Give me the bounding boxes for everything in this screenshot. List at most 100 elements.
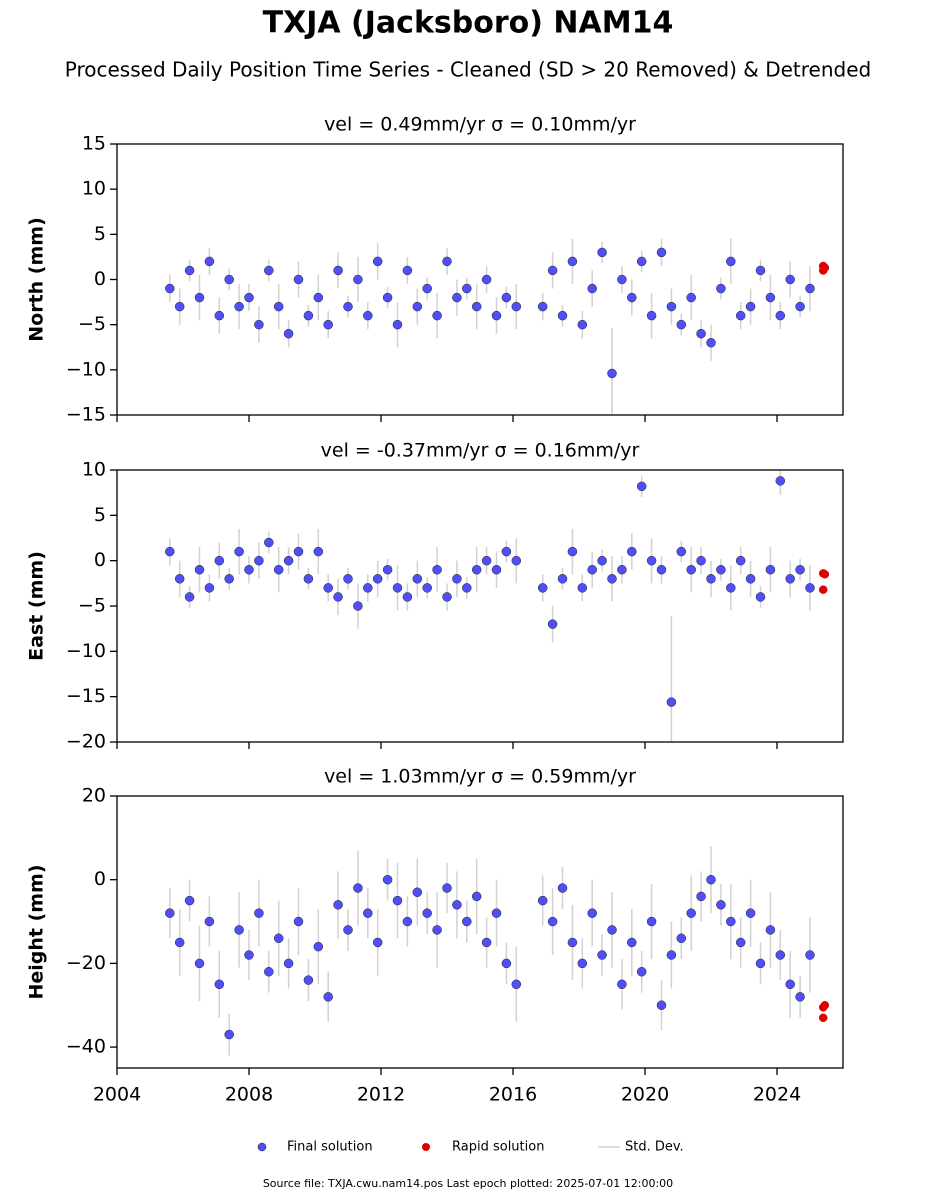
legend-label: Std. Dev. bbox=[625, 1140, 684, 1155]
final-point bbox=[273, 301, 284, 312]
final-point bbox=[557, 883, 568, 893]
final-point bbox=[363, 583, 373, 593]
final-point bbox=[726, 256, 736, 267]
y-tick-label: 10 bbox=[82, 459, 106, 481]
final-point bbox=[636, 256, 647, 267]
final-point bbox=[462, 583, 472, 593]
y-tick-label: 5 bbox=[94, 223, 106, 245]
final-point bbox=[244, 950, 254, 960]
final-point bbox=[283, 555, 294, 566]
source-note: Source file: TXJA.cwu.nam14.pos Last epo… bbox=[263, 1177, 673, 1190]
final-point bbox=[706, 337, 716, 348]
final-point bbox=[204, 583, 215, 593]
final-point bbox=[224, 574, 234, 584]
panel-title: vel = 1.03mm/yr σ = 0.59mm/yr bbox=[324, 766, 636, 788]
final-point bbox=[184, 265, 195, 276]
final-point bbox=[442, 256, 452, 267]
final-point bbox=[174, 574, 185, 584]
final-point bbox=[577, 958, 588, 969]
final-point bbox=[214, 979, 225, 990]
final-point bbox=[204, 256, 215, 267]
final-point bbox=[795, 564, 805, 575]
y-tick-label: 0 bbox=[94, 268, 106, 290]
final-point bbox=[353, 274, 363, 285]
final-point bbox=[557, 310, 568, 321]
final-point bbox=[303, 975, 314, 985]
final-point bbox=[627, 292, 637, 303]
final-point bbox=[666, 697, 677, 707]
final-point bbox=[666, 301, 677, 312]
final-point bbox=[372, 574, 383, 584]
final-point bbox=[755, 265, 766, 276]
final-point bbox=[755, 592, 766, 602]
final-point bbox=[412, 301, 423, 312]
final-point bbox=[481, 274, 492, 285]
final-point bbox=[775, 950, 786, 960]
legend-marker bbox=[422, 1143, 430, 1151]
final-point bbox=[716, 900, 726, 910]
final-point bbox=[303, 310, 314, 321]
y-tick-label: 0 bbox=[94, 549, 106, 571]
final-point bbox=[353, 601, 363, 611]
final-point bbox=[283, 958, 294, 969]
final-point bbox=[646, 916, 657, 927]
rapid-point bbox=[818, 1013, 828, 1023]
final-point bbox=[547, 265, 558, 276]
final-point bbox=[805, 950, 815, 960]
final-point bbox=[353, 883, 363, 893]
plot-area bbox=[165, 846, 830, 1056]
final-point bbox=[745, 574, 756, 584]
final-point bbox=[696, 328, 706, 339]
final-point bbox=[597, 555, 607, 566]
final-point bbox=[194, 958, 205, 969]
final-point bbox=[646, 555, 657, 566]
final-point bbox=[273, 564, 284, 575]
axes-frame bbox=[116, 795, 844, 1069]
rapid-point bbox=[818, 585, 828, 594]
final-point bbox=[343, 301, 353, 312]
final-point bbox=[795, 301, 805, 312]
final-point bbox=[174, 301, 185, 312]
final-point bbox=[686, 292, 696, 303]
final-point bbox=[597, 950, 607, 960]
panel-title: vel = -0.37mm/yr σ = 0.16mm/yr bbox=[321, 440, 640, 462]
y-tick-label: 20 bbox=[82, 785, 106, 807]
final-point bbox=[577, 583, 588, 593]
final-point bbox=[706, 574, 716, 584]
final-point bbox=[234, 546, 244, 557]
final-point bbox=[194, 564, 205, 575]
final-point bbox=[607, 925, 617, 935]
y-tick-label: −10 bbox=[66, 358, 106, 380]
final-point bbox=[363, 908, 373, 918]
final-point bbox=[491, 908, 502, 918]
final-point bbox=[805, 283, 815, 294]
final-point bbox=[567, 256, 578, 267]
final-point bbox=[785, 979, 795, 990]
final-point bbox=[412, 887, 423, 897]
final-point bbox=[204, 916, 215, 927]
final-point bbox=[607, 368, 617, 379]
final-point bbox=[735, 937, 746, 948]
final-point bbox=[795, 992, 805, 1002]
final-point bbox=[372, 256, 383, 267]
y-tick-label: −10 bbox=[66, 640, 106, 662]
x-tick-label: 2016 bbox=[489, 1084, 537, 1106]
y-tick-label: 5 bbox=[94, 504, 106, 526]
final-point bbox=[537, 301, 548, 312]
plot-area bbox=[165, 238, 830, 415]
final-point bbox=[587, 564, 597, 575]
final-point bbox=[303, 574, 314, 584]
y-tick-label: −20 bbox=[66, 952, 106, 974]
final-point bbox=[323, 992, 333, 1002]
final-point bbox=[646, 310, 657, 321]
final-point bbox=[587, 908, 597, 918]
final-point bbox=[587, 283, 597, 294]
final-point bbox=[432, 564, 442, 575]
final-point bbox=[567, 546, 578, 557]
final-point bbox=[184, 592, 195, 602]
final-point bbox=[214, 310, 225, 321]
final-point bbox=[452, 900, 462, 910]
final-point bbox=[234, 301, 244, 312]
y-axis-label: North (mm) bbox=[26, 217, 48, 342]
final-point bbox=[567, 937, 578, 948]
